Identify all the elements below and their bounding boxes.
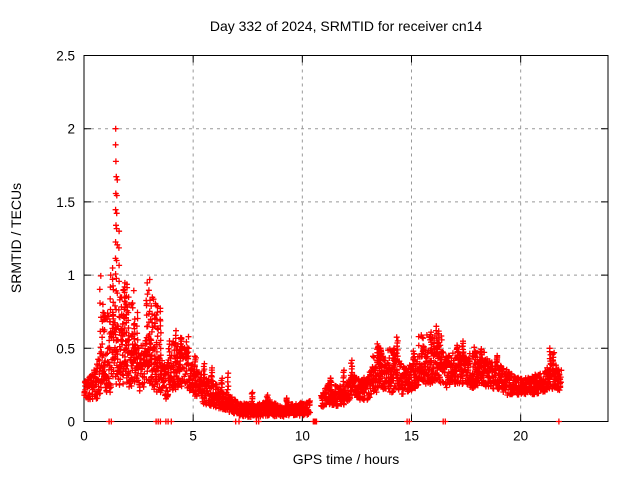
x-axis-label: GPS time / hours: [293, 451, 400, 467]
tick-labels: 0 5 10 15 20 0 0.5 1 1.5 2 2.5: [56, 49, 528, 444]
x-tick-label: 10: [295, 429, 310, 444]
y-tick-label: 0: [67, 415, 75, 430]
scatter-points: [81, 125, 565, 425]
y-tick-label: 1.5: [56, 195, 75, 210]
x-tick-label: 15: [404, 429, 419, 444]
x-tick-label: 5: [189, 429, 197, 444]
y-tick-label: 2: [67, 122, 75, 137]
plot-border: [83, 55, 609, 422]
y-tick-label: 0.5: [56, 341, 75, 356]
x-tick-label: 20: [513, 429, 528, 444]
x-tick-label: 0: [80, 429, 88, 444]
y-tick-label: 2.5: [56, 49, 75, 64]
chart-title: Day 332 of 2024, SRMTID for receiver cn1…: [210, 18, 483, 34]
y-axis-label: SRMTID / TECUs: [8, 183, 24, 293]
y-tick-label: 1: [67, 268, 75, 283]
